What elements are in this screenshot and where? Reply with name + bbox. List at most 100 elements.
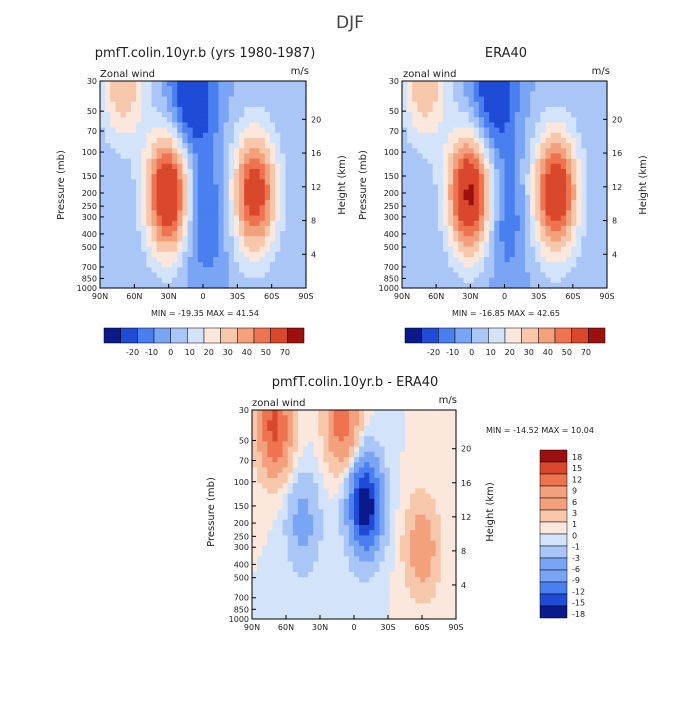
field-cell: [499, 159, 505, 165]
field-cell: [298, 551, 304, 557]
field-cell: [121, 272, 127, 278]
field-cell: [182, 153, 188, 159]
field-cell: [234, 262, 240, 268]
field-cell: [530, 257, 536, 263]
field-cell: [177, 138, 183, 144]
field-cell: [167, 252, 173, 258]
field-cell: [431, 609, 437, 615]
field-cell: [115, 143, 121, 149]
field-cell: [400, 462, 406, 468]
field-cell: [339, 410, 345, 416]
field-cell: [474, 185, 480, 191]
field-cell: [349, 535, 355, 541]
field-cell: [126, 210, 132, 216]
field-cell: [193, 267, 199, 273]
field-cell: [229, 185, 235, 191]
field-cell: [410, 457, 416, 463]
field-cell: [592, 81, 598, 87]
field-cell: [494, 97, 500, 103]
field-cell: [390, 577, 396, 583]
field-cell: [172, 216, 178, 222]
field-cell: [152, 195, 158, 201]
field-cell: [415, 603, 421, 609]
field-cell: [162, 205, 168, 211]
field-cell: [126, 143, 132, 149]
field-cell: [448, 190, 454, 196]
field-cell: [405, 426, 411, 432]
field-cell: [239, 267, 245, 273]
field-cell: [131, 272, 137, 278]
field-cell: [167, 216, 173, 222]
field-cell: [402, 159, 408, 165]
field-cell: [566, 200, 572, 206]
field-cell: [510, 226, 516, 232]
colorbar-swatch: [271, 328, 288, 343]
field-cell: [296, 133, 302, 139]
field-cell: [425, 457, 431, 463]
field-cell: [469, 247, 475, 253]
field-cell: [334, 546, 340, 552]
field-cell: [257, 452, 263, 458]
field-cell: [265, 143, 271, 149]
field-cell: [525, 272, 531, 278]
field-cell: [208, 117, 214, 123]
field-cell: [167, 148, 173, 154]
field-cell: [262, 488, 268, 494]
field-cell: [453, 143, 459, 149]
field-cell: [213, 221, 219, 227]
field-cell: [359, 567, 365, 573]
field-cell: [296, 179, 302, 185]
field-cell: [484, 231, 490, 237]
field-cell: [280, 128, 286, 134]
x-tick-label: 60S: [264, 292, 279, 301]
field-cell: [535, 221, 541, 227]
field-cell: [474, 153, 480, 159]
field-cell: [100, 81, 106, 87]
field-cell: [415, 582, 421, 588]
field-cell: [270, 257, 276, 263]
field-cell: [298, 593, 304, 599]
field-cell: [431, 478, 437, 484]
field-cell: [157, 252, 163, 258]
field-cell: [458, 190, 464, 196]
field-cell: [597, 91, 603, 97]
field-cell: [136, 81, 142, 87]
field-cell: [510, 221, 516, 227]
field-cell: [546, 159, 552, 165]
field-cell: [303, 588, 309, 594]
field-cell: [285, 179, 291, 185]
field-cell: [172, 236, 178, 242]
colorbar-label: 20: [204, 348, 214, 357]
field-cell: [249, 143, 255, 149]
field-cell: [576, 231, 582, 237]
field-cell: [390, 546, 396, 552]
field-cell: [417, 190, 423, 196]
field-cell: [535, 200, 541, 206]
field-cell: [141, 159, 147, 165]
field-cell: [234, 200, 240, 206]
field-cell: [188, 153, 194, 159]
field-cell: [308, 546, 314, 552]
field-cell: [323, 509, 329, 515]
field-cell: [257, 609, 263, 615]
field-cell: [415, 520, 421, 526]
field-cell: [428, 122, 434, 128]
field-cell: [380, 457, 386, 463]
field-cell: [270, 252, 276, 258]
field-cell: [438, 216, 444, 222]
field-cell: [464, 112, 470, 118]
field-cell: [525, 148, 531, 154]
field-cell: [566, 91, 572, 97]
field-cell: [576, 164, 582, 170]
field-cell: [535, 195, 541, 201]
field-cell: [152, 205, 158, 211]
field-cell: [100, 91, 106, 97]
field-cell: [566, 133, 572, 139]
y-tick-label: 30: [87, 77, 97, 86]
field-cell: [293, 551, 299, 557]
field-cell: [410, 410, 416, 416]
field-cell: [157, 143, 163, 149]
field-cell: [100, 148, 106, 154]
field-cell: [441, 535, 447, 541]
field-cell: [152, 179, 158, 185]
